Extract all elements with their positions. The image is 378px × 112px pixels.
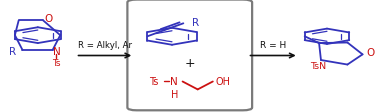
Text: R = Alkyl, Ar: R = Alkyl, Ar (78, 40, 132, 49)
Text: R = H: R = H (260, 40, 286, 49)
Text: H: H (170, 89, 178, 99)
Text: O: O (366, 48, 374, 58)
Text: R: R (192, 18, 199, 28)
Text: N: N (53, 47, 60, 56)
Text: +: + (184, 56, 195, 69)
Text: TsN: TsN (310, 62, 326, 71)
Text: Ts: Ts (149, 77, 158, 87)
FancyBboxPatch shape (127, 1, 252, 110)
Text: R: R (9, 47, 17, 56)
Text: O: O (45, 14, 53, 24)
Text: N: N (170, 77, 178, 87)
Text: Ts: Ts (52, 58, 61, 67)
Text: OH: OH (215, 77, 231, 87)
